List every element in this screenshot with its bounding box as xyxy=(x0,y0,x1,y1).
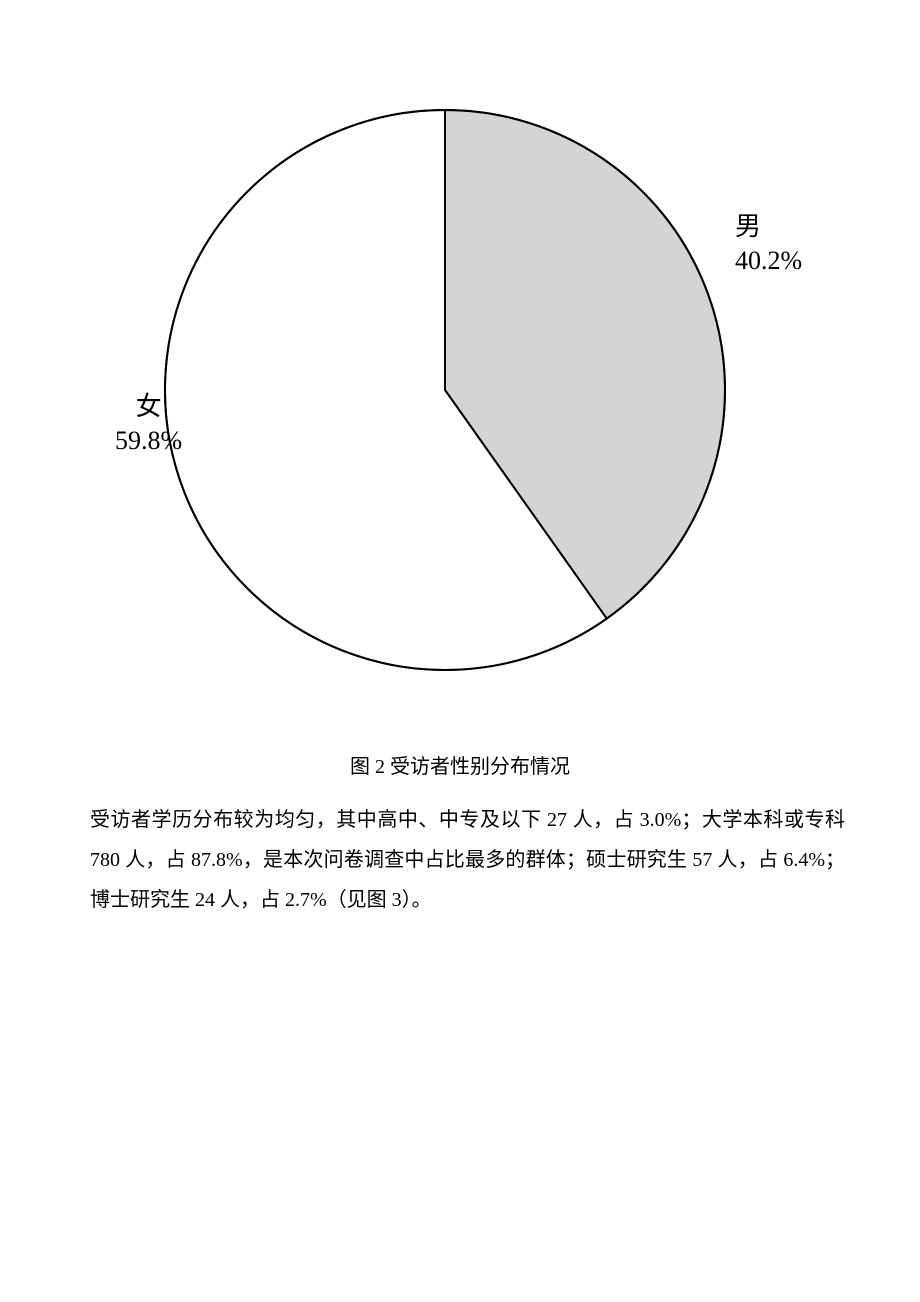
pie-chart-svg xyxy=(0,0,920,740)
body-paragraph: 受访者学历分布较为均匀，其中高中、中专及以下 27 人，占 3.0%；大学本科或… xyxy=(90,800,845,920)
slice-label-male: 男 40.2% xyxy=(735,210,802,278)
slice-label-female-text: 女 xyxy=(115,390,182,424)
slice-label-female-percent: 59.8% xyxy=(115,424,182,458)
slice-label-female: 女 59.8% xyxy=(115,390,182,458)
slice-label-male-text: 男 xyxy=(735,210,802,244)
slice-label-male-percent: 40.2% xyxy=(735,244,802,278)
pie-slices xyxy=(165,110,725,670)
chart-caption: 图 2 受访者性别分布情况 xyxy=(0,750,920,779)
pie-chart-container: 男 40.2% 女 59.8% xyxy=(0,0,920,740)
